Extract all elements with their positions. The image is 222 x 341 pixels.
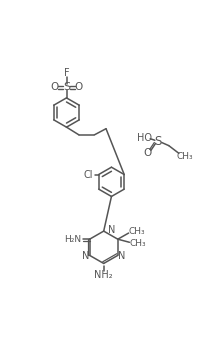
Text: O: O [74,82,82,92]
Text: CH₃: CH₃ [177,152,193,161]
Text: O: O [144,148,152,158]
Text: CH₃: CH₃ [130,239,146,248]
Text: S: S [154,134,162,148]
Text: N: N [82,251,89,261]
Text: O: O [51,82,59,92]
Text: F: F [64,68,69,78]
Text: H₂N: H₂N [64,236,81,244]
Text: CH₃: CH₃ [128,227,145,236]
Text: Cl: Cl [83,169,93,179]
Text: S: S [63,82,70,92]
Text: N: N [118,251,125,261]
Text: NH₂: NH₂ [94,270,113,280]
Text: HO: HO [137,133,151,143]
Text: N: N [108,225,115,235]
